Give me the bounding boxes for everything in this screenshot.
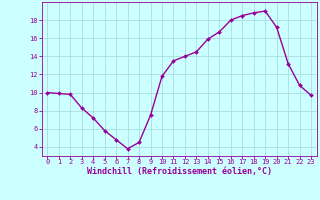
X-axis label: Windchill (Refroidissement éolien,°C): Windchill (Refroidissement éolien,°C) [87,167,272,176]
